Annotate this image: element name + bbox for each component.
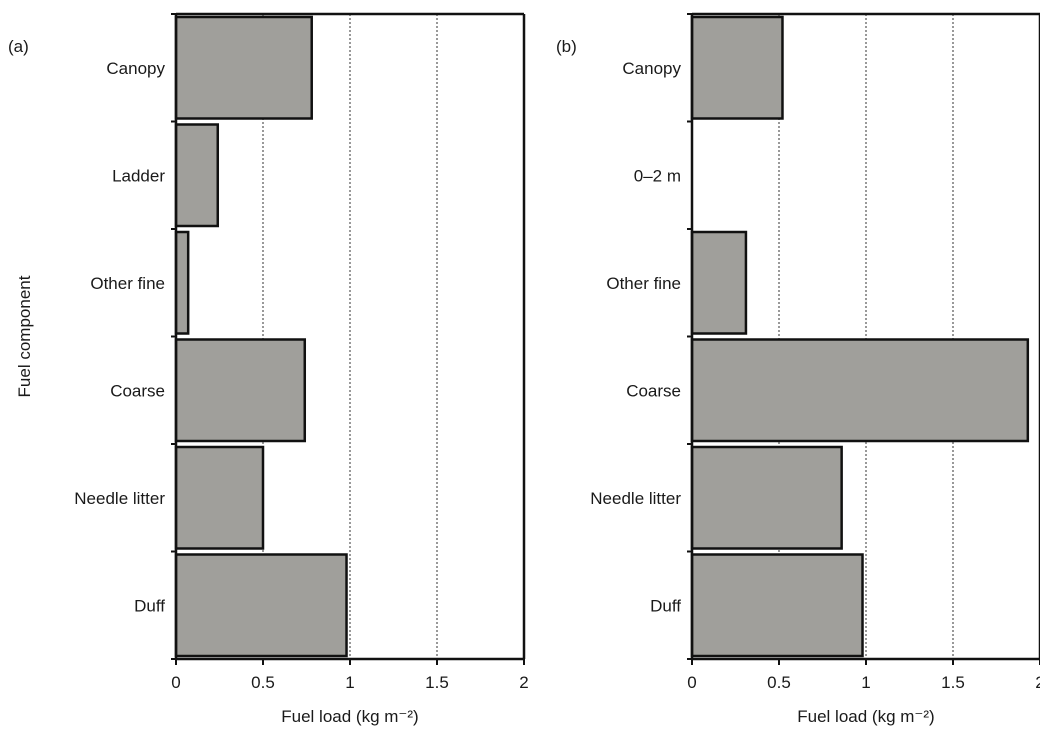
- x-tick-label: 0: [171, 673, 180, 692]
- bar-2: [174, 230, 190, 335]
- chart-panel-b: 0 0.5 1 1.5 2 Canopy 0–2 m Other fine Coarse Need…: [556, 12, 1040, 726]
- x-tick-label: 1.5: [425, 673, 449, 692]
- x-tick-label: 2: [1035, 673, 1040, 692]
- bar-0: [174, 15, 313, 120]
- category-label: Needle litter: [590, 489, 681, 508]
- category-label: Canopy: [622, 59, 681, 78]
- category-label: Other fine: [606, 274, 681, 293]
- x-tick-label: 0.5: [767, 673, 791, 692]
- category-label: 0–2 m: [634, 166, 681, 185]
- category-label: Duff: [134, 596, 165, 615]
- bar-5: [690, 553, 864, 658]
- bar-1: [174, 123, 220, 228]
- x-tick-label: 1.5: [941, 673, 965, 692]
- bar-3: [690, 338, 1030, 443]
- x-tick-label: 0.5: [251, 673, 275, 692]
- category-label: Ladder: [112, 166, 165, 185]
- x-tick-label: 0: [687, 673, 696, 692]
- category-label: Needle litter: [74, 489, 165, 508]
- x-axis-title: Fuel load (kg m⁻²): [281, 707, 418, 726]
- panel-label: (a): [8, 37, 29, 56]
- x-axis-title: Fuel load (kg m⁻²): [797, 707, 934, 726]
- x-tick-label: 1: [861, 673, 870, 692]
- chart-panel-a: 0 0.5 1 1.5 2 Canopy Ladder Other fine Coarse Nee…: [8, 12, 529, 726]
- panel-label: (b): [556, 37, 577, 56]
- category-label: Coarse: [110, 381, 165, 400]
- bar-3: [174, 338, 307, 443]
- bar-4: [174, 445, 265, 550]
- bar-0: [690, 15, 784, 120]
- bar-5: [174, 553, 348, 658]
- category-label: Coarse: [626, 381, 681, 400]
- x-tick-label: 1: [345, 673, 354, 692]
- category-label: Duff: [650, 596, 681, 615]
- category-label: Canopy: [106, 59, 165, 78]
- category-label: Other fine: [90, 274, 165, 293]
- x-tick-label: 2: [519, 673, 528, 692]
- bar-2: [690, 230, 748, 335]
- bar-4: [690, 445, 843, 550]
- y-axis-title: Fuel component: [15, 275, 34, 397]
